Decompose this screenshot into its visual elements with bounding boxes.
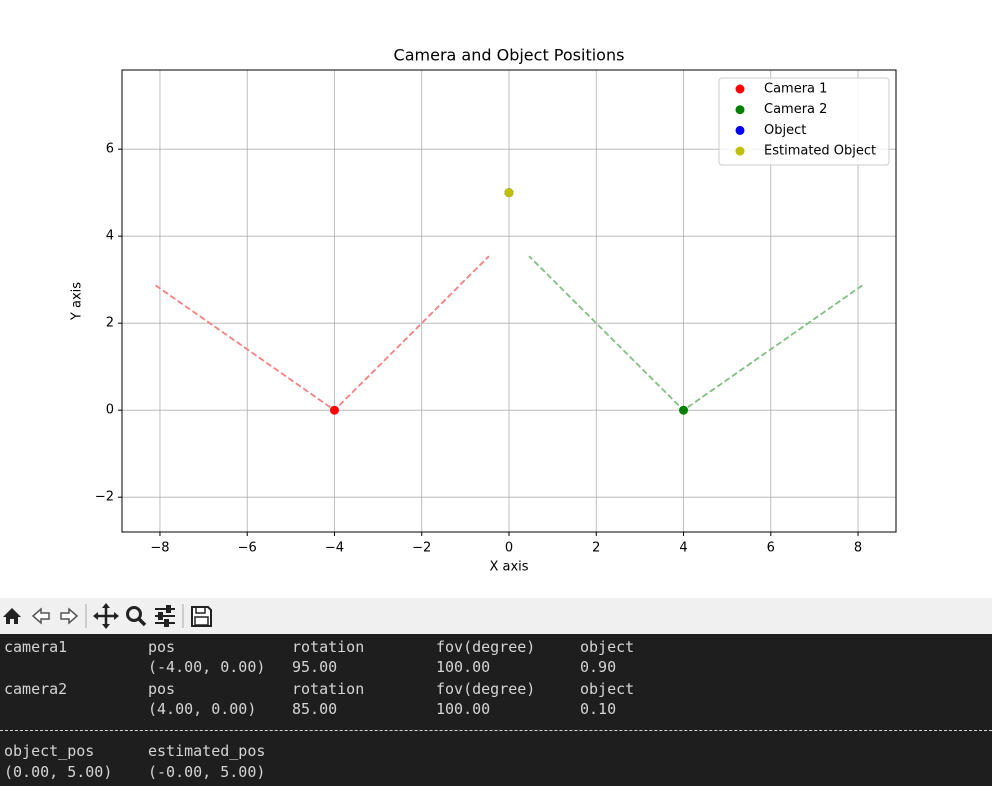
field-value: 100.00 bbox=[436, 658, 491, 676]
field-value: 95.00 bbox=[292, 658, 338, 676]
figure: Camera and Object Positions X axis Y axi… bbox=[70, 46, 897, 575]
y-axis-label: Y axis bbox=[70, 282, 85, 321]
camera-name: camera1 bbox=[4, 638, 68, 656]
forward-button[interactable] bbox=[60, 607, 79, 625]
field-label: object bbox=[580, 680, 635, 698]
x-tick-label: −4 bbox=[325, 541, 344, 556]
field-value: (-4.00, 0.00) bbox=[148, 658, 266, 676]
field-value: 0.90 bbox=[580, 658, 617, 676]
x-tick-label: 6 bbox=[767, 541, 775, 556]
y-tick-label: 2 bbox=[106, 316, 114, 331]
field-value: 85.00 bbox=[292, 700, 338, 718]
legend-marker bbox=[735, 146, 745, 156]
field-label: estimated_pos bbox=[148, 742, 266, 760]
x-axis-label: X axis bbox=[489, 560, 528, 575]
field-value: (0.00, 5.00) bbox=[4, 763, 113, 781]
field-value: (4.00, 0.00) bbox=[148, 700, 257, 718]
legend-label: Camera 1 bbox=[764, 82, 827, 97]
x-tick-label: −6 bbox=[238, 541, 257, 556]
legend-label: Camera 2 bbox=[764, 102, 827, 117]
field-value: 0.10 bbox=[580, 700, 617, 718]
x-tick-label: −2 bbox=[412, 541, 431, 556]
x-tick-label: 4 bbox=[679, 541, 687, 556]
legend-marker bbox=[735, 84, 745, 94]
field-value: 100.00 bbox=[436, 700, 491, 718]
field-value: (-0.00, 5.00) bbox=[148, 763, 266, 781]
field-label: rotation bbox=[292, 680, 365, 698]
x-tick-label: 8 bbox=[854, 541, 862, 556]
legend-marker bbox=[735, 125, 745, 135]
toolbar-icons bbox=[3, 603, 212, 629]
y-tick-label: 4 bbox=[106, 229, 114, 244]
home-button[interactable] bbox=[3, 608, 21, 624]
plot-frame bbox=[121, 69, 897, 533]
console-output: camera1 pos rotation fov(degree) object (-4.0… bbox=[0, 634, 992, 786]
legend-box bbox=[718, 77, 890, 166]
back-button[interactable] bbox=[31, 607, 50, 625]
fov-line bbox=[528, 255, 863, 412]
y-tick-label: −2 bbox=[95, 490, 114, 505]
save-button[interactable] bbox=[191, 606, 212, 627]
field-label: fov(degree) bbox=[436, 680, 536, 698]
legend-marker bbox=[735, 105, 745, 115]
field-label: object_pos bbox=[4, 742, 95, 760]
field-label: rotation bbox=[292, 638, 365, 656]
configure-button[interactable] bbox=[155, 605, 175, 627]
y-tick-label: 0 bbox=[106, 403, 114, 418]
x-tick-label: 0 bbox=[505, 541, 513, 556]
field-label: pos bbox=[148, 680, 176, 698]
pan-button[interactable] bbox=[93, 603, 119, 629]
chart-title: Camera and Object Positions bbox=[394, 46, 625, 65]
zoom-button[interactable] bbox=[126, 606, 147, 627]
x-tick-label: 2 bbox=[592, 541, 600, 556]
dashed-separator bbox=[0, 730, 992, 731]
x-tick-label: −8 bbox=[150, 541, 169, 556]
camera-name: camera2 bbox=[4, 680, 68, 698]
field-label: pos bbox=[148, 638, 176, 656]
field-label: object bbox=[580, 638, 635, 656]
toolbar bbox=[0, 598, 992, 634]
point bbox=[679, 405, 689, 415]
fov-line bbox=[155, 255, 490, 412]
y-tick-label: 6 bbox=[106, 142, 114, 157]
point bbox=[329, 405, 339, 415]
legend-label: Object bbox=[764, 123, 806, 138]
point bbox=[504, 188, 514, 198]
field-label: fov(degree) bbox=[436, 638, 536, 656]
legend-label: Estimated Object bbox=[764, 144, 876, 159]
